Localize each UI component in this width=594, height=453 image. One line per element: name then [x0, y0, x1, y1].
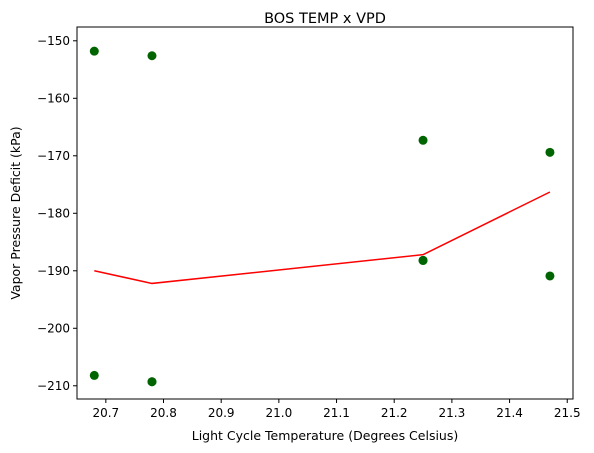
y-tick-label: −190 [37, 264, 70, 278]
x-tick-label: 21.5 [554, 406, 581, 420]
y-tick-label: −150 [37, 34, 70, 48]
y-tick-label: −180 [37, 206, 70, 220]
data-point [545, 147, 555, 157]
y-tick-label: −160 [37, 91, 70, 105]
x-tick-label: 20.9 [208, 406, 235, 420]
axis-ticks: 20.7 20.8 20.9 21.0 21.1 21.2 21.3 21.4 21.5 −150… [37, 34, 581, 420]
x-axis-title: Light Cycle Temperature (Degrees Celsius… [192, 428, 459, 443]
x-tick-label: 21.3 [439, 406, 466, 420]
data-point [89, 370, 99, 380]
data-point [89, 46, 99, 56]
chart-title: BOS TEMP x VPD [264, 11, 386, 27]
data-point [147, 51, 157, 61]
trend-line [94, 191, 551, 285]
x-tick-label: 21.2 [381, 406, 408, 420]
x-tick-label: 20.7 [92, 406, 119, 420]
y-tick-label: −210 [37, 379, 70, 393]
x-tick-label: 20.8 [150, 406, 177, 420]
y-tick-label: −200 [37, 321, 70, 335]
data-point [147, 377, 157, 387]
x-tick-label: 21.4 [496, 406, 523, 420]
plot-frame [76, 26, 574, 400]
x-tick-label: 21.0 [266, 406, 293, 420]
data-point [418, 255, 428, 265]
plot-area [89, 46, 555, 387]
data-point [545, 271, 555, 281]
y-axis-title: Vapor Pressure Deficit (kPa) [8, 126, 23, 299]
x-tick-label: 21.1 [323, 406, 350, 420]
data-point [418, 135, 428, 145]
y-tick-label: −170 [37, 149, 70, 163]
